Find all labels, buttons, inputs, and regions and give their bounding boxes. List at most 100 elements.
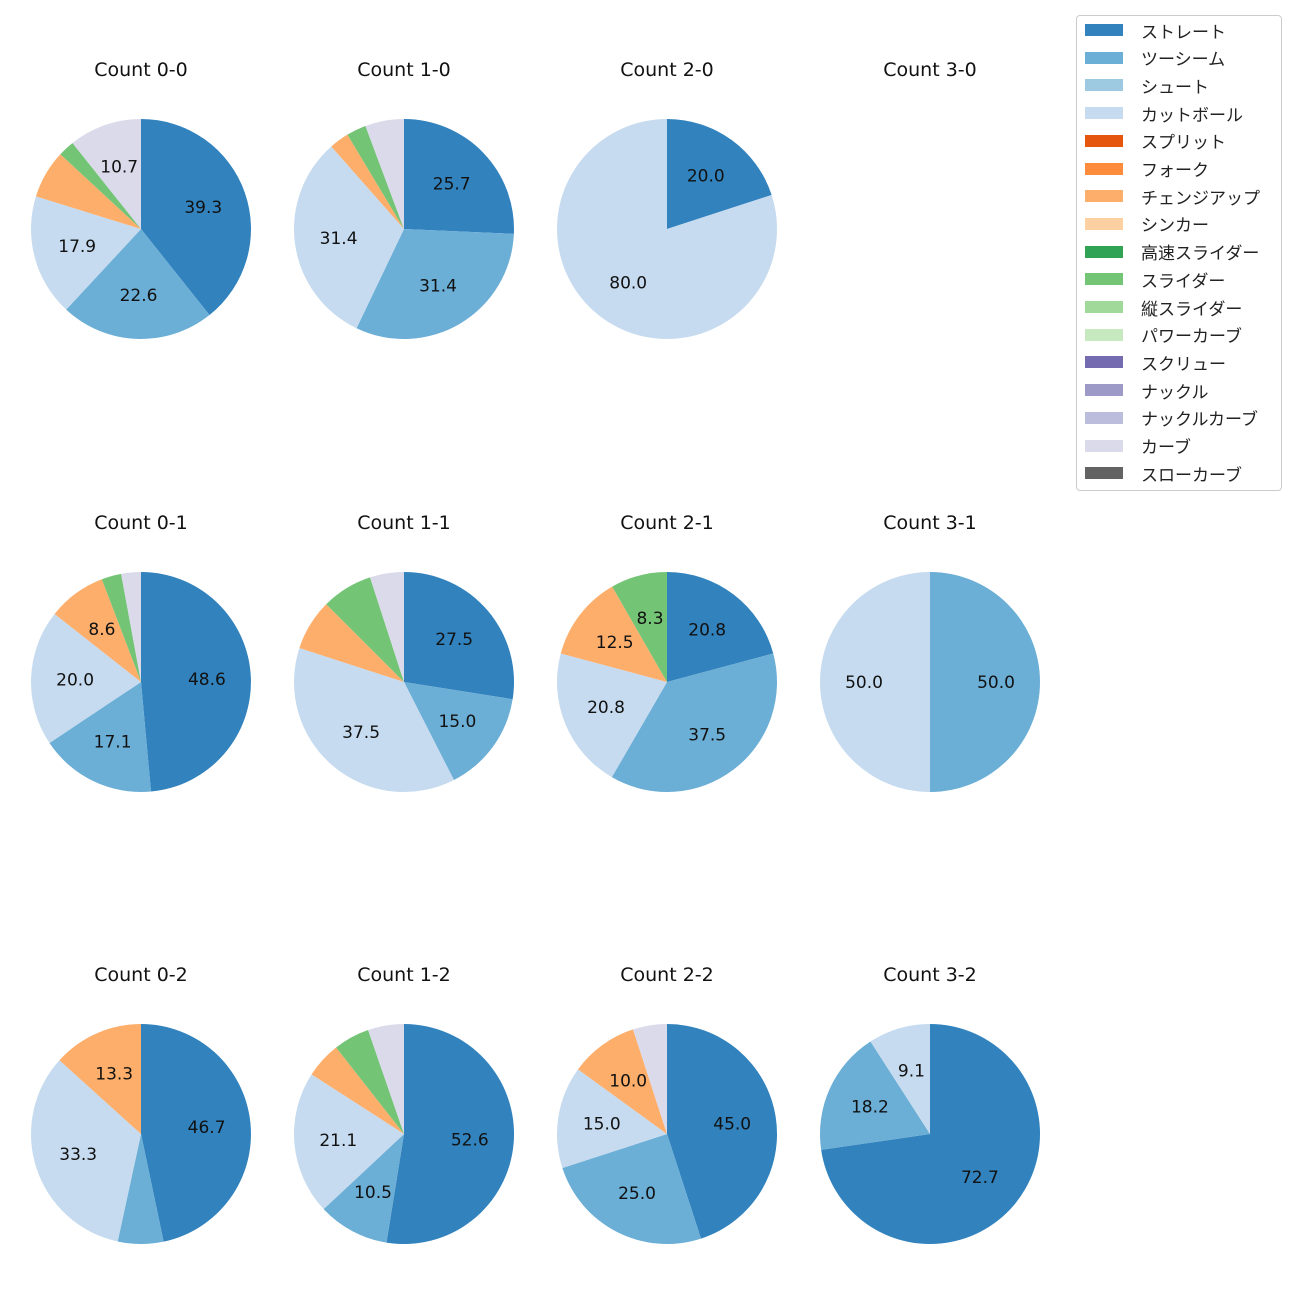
- pie-slice: [556, 653, 667, 778]
- legend-item: カットボール: [1085, 103, 1243, 126]
- pie-slice: [404, 572, 515, 700]
- legend-swatch: [1085, 245, 1123, 258]
- legend-item: スライダー: [1085, 269, 1226, 292]
- legend-item: ツーシーム: [1085, 48, 1226, 71]
- legend-label: スライダー: [1141, 271, 1226, 292]
- legend-label: 縦スライダー: [1141, 299, 1243, 320]
- chart-title: Count 2-2: [620, 964, 714, 986]
- pie-count-0-1: Count 0-1 48.6 17.1 20.0 8.6: [30, 512, 251, 792]
- pie-slice: [820, 572, 930, 792]
- legend-swatch: [1085, 190, 1123, 203]
- chart-title: Count 1-0: [357, 59, 451, 81]
- pie-slice: [821, 1024, 1041, 1244]
- legend-item: スクリュー: [1085, 352, 1226, 375]
- legend-swatch: [1085, 384, 1123, 397]
- pie-slice: [612, 572, 667, 682]
- pie-slice: [578, 1029, 667, 1134]
- chart-title: Count 0-2: [94, 964, 188, 986]
- data-label: 50.0: [977, 673, 1015, 693]
- pie-slice: [141, 572, 251, 792]
- pie-slice: [293, 648, 454, 793]
- legend-swatch: [1085, 79, 1123, 92]
- pie-slice: [365, 119, 404, 229]
- data-label: 37.5: [342, 723, 380, 743]
- pie-count-1-1: Count 1-1 27.5 15.0 37.5: [293, 512, 515, 793]
- legend-swatch: [1085, 467, 1123, 480]
- chart-title: Count 3-2: [883, 964, 977, 986]
- pie-slice: [294, 146, 404, 329]
- pie-slice: [35, 154, 141, 229]
- pie-count-2-2: Count 2-2 45.0 25.0 15.0 10.0: [556, 964, 778, 1245]
- pie-slice: [54, 579, 141, 682]
- legend-label: ツーシーム: [1141, 50, 1226, 71]
- pie-slice: [870, 1024, 930, 1134]
- data-label: 18.2: [851, 1098, 889, 1118]
- chart-title: Count 1-2: [357, 964, 451, 986]
- legend-swatch: [1085, 134, 1123, 147]
- pie-slice: [326, 577, 404, 682]
- pie-slice: [117, 1134, 164, 1244]
- legend-item: チェンジアップ: [1085, 186, 1260, 209]
- pie-slice: [667, 572, 774, 682]
- legend-label: ナックルカーブ: [1141, 410, 1258, 431]
- legend-label: スローカーブ: [1141, 465, 1242, 486]
- legend-swatch: [1085, 24, 1123, 36]
- data-label: 22.6: [120, 286, 158, 306]
- pie-slice: [294, 1074, 404, 1210]
- pie-slice: [311, 1047, 404, 1134]
- data-label: 25.0: [618, 1184, 656, 1204]
- data-label: 45.0: [713, 1115, 751, 1135]
- pie-slice: [556, 1069, 667, 1168]
- legend-swatch: [1085, 51, 1123, 64]
- chart-title: Count 0-0: [94, 59, 188, 81]
- pie-slice: [49, 682, 151, 792]
- data-label: 15.0: [438, 712, 476, 732]
- pie-slice: [331, 134, 404, 229]
- legend-label: シンカー: [1141, 216, 1209, 237]
- pie-slice: [101, 573, 141, 682]
- legend-item: ナックル: [1085, 380, 1209, 403]
- pie-count-0-0: Count 0-0 39.3 22.6 17.9 10.7: [30, 59, 251, 339]
- data-label: 31.4: [419, 277, 457, 297]
- pie-count-3-1: Count 3-1 50.0 50.0: [820, 512, 1040, 792]
- pie-slice: [299, 604, 404, 682]
- legend-swatch: [1085, 328, 1123, 341]
- legend-label: フォーク: [1141, 161, 1209, 181]
- data-label: 10.0: [609, 1072, 647, 1092]
- data-label: 39.3: [184, 198, 222, 218]
- pie-slice: [121, 572, 141, 682]
- pie-slice: [560, 586, 667, 682]
- legend-swatch: [1085, 301, 1123, 313]
- data-label: 20.8: [688, 621, 726, 641]
- pie-count-2-1: Count 2-1 20.8 37.5 20.8 12.58.3: [556, 512, 778, 793]
- data-label: 27.5: [435, 630, 473, 650]
- pie-slice: [368, 1024, 404, 1134]
- pie-count-0-2: Count 0-2 46.7 33.3 13.3: [30, 964, 251, 1244]
- legend-swatch: [1085, 439, 1123, 452]
- legend-item: シンカー: [1085, 214, 1209, 237]
- legend-item: シュート: [1085, 75, 1209, 98]
- data-label: 13.3: [95, 1065, 133, 1085]
- legend-item: カーブ: [1085, 436, 1191, 458]
- pie-slice: [930, 572, 1040, 792]
- legend-swatch: [1085, 356, 1123, 369]
- data-label: 10.5: [354, 1183, 392, 1203]
- data-label: 72.7: [961, 1168, 999, 1188]
- data-label: 20.0: [687, 167, 725, 187]
- pie-count-3-0: Count 3-0: [883, 59, 977, 81]
- data-label: 20.8: [587, 698, 625, 718]
- legend-label: カーブ: [1141, 438, 1191, 458]
- legend-swatch: [1085, 217, 1123, 230]
- legend-item: 縦スライダー: [1085, 297, 1243, 320]
- data-label: 21.1: [319, 1131, 357, 1151]
- data-label: 8.3: [636, 609, 663, 629]
- pie-slice: [336, 1030, 404, 1134]
- pie-count-3-2: Count 3-2 72.7 18.2 9.1: [820, 964, 1041, 1244]
- data-label: 8.6: [88, 620, 115, 640]
- pie-slice: [356, 229, 514, 339]
- legend-label: 高速スライダー: [1141, 244, 1260, 265]
- pie-slice: [72, 119, 141, 229]
- legend-swatch: [1085, 273, 1123, 286]
- data-label: 37.5: [688, 725, 726, 745]
